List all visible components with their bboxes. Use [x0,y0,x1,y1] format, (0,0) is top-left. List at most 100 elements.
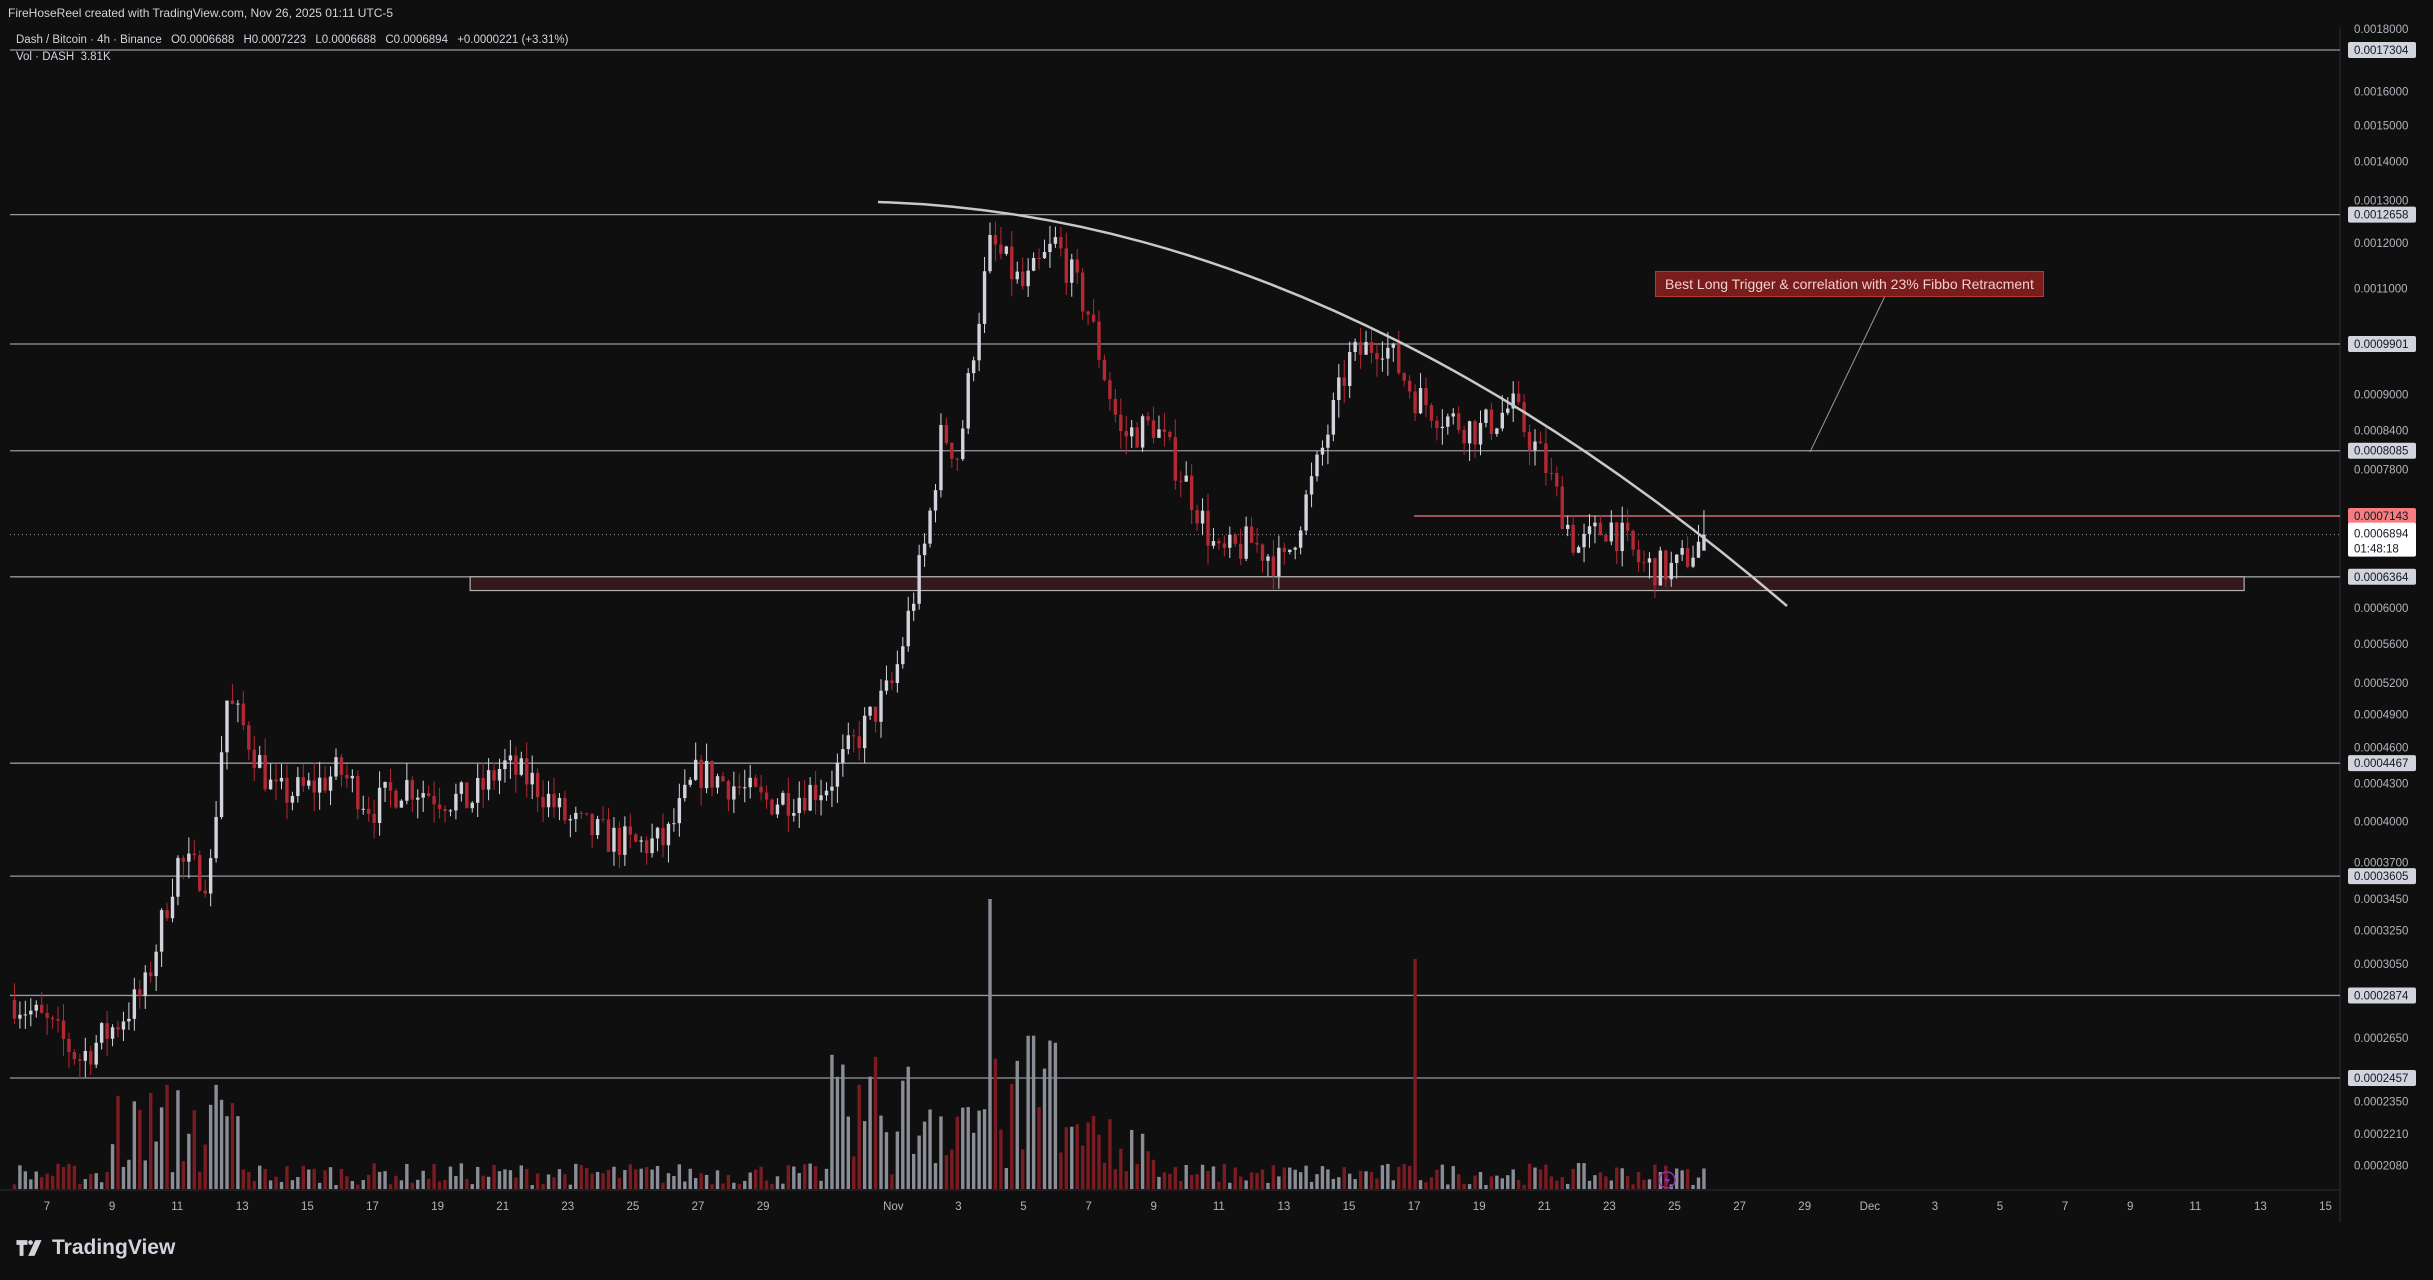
candle-body[interactable] [1527,431,1532,451]
candle-body[interactable] [1435,420,1439,429]
candle-body[interactable] [732,786,736,800]
candle-body[interactable] [726,781,731,800]
candle-body[interactable] [274,779,278,782]
candle-body[interactable] [1217,541,1221,544]
candle-body[interactable] [699,759,703,789]
candle-body[interactable] [1331,400,1336,435]
candle-body[interactable] [1031,258,1036,271]
candle-body[interactable] [1195,510,1199,524]
candle-body[interactable] [541,796,545,808]
level-price-tag[interactable]: 0.0004467 [2354,758,2408,770]
candle-body[interactable] [497,768,502,781]
candle-body[interactable] [1059,237,1063,249]
candle-body[interactable] [1108,380,1112,399]
candle-body[interactable] [29,1010,33,1015]
candle-body[interactable] [1555,473,1559,487]
candle-body[interactable] [61,1020,66,1039]
candle-body[interactable] [819,795,823,801]
candle-body[interactable] [1407,380,1412,392]
candle-body[interactable] [18,1014,22,1019]
candle-body[interactable] [1533,441,1537,451]
candle-body[interactable] [1113,398,1118,415]
candle-body[interactable] [862,715,867,749]
candle-body[interactable] [852,735,856,737]
candle-body[interactable] [1249,526,1254,543]
candle-body[interactable] [917,555,921,604]
candle-body[interactable] [388,782,393,791]
candle-body[interactable] [841,749,845,763]
candle-body[interactable] [301,777,305,786]
candle-body[interactable] [416,797,420,800]
candle-body[interactable] [764,792,769,800]
candle-body[interactable] [1457,413,1461,430]
candle-body[interactable] [639,840,643,842]
candle-body[interactable] [650,838,654,854]
candle-body[interactable] [448,810,453,812]
candle-body[interactable] [1691,557,1695,567]
candle-body[interactable] [1571,524,1575,553]
candle-body[interactable] [606,819,611,852]
candle-body[interactable] [1675,554,1679,563]
candle-body[interactable] [23,1014,28,1016]
candle-body[interactable] [214,817,218,859]
candle-body[interactable] [1446,416,1450,427]
candle-body[interactable] [339,757,344,775]
candle-body[interactable] [377,787,382,823]
tradingview-logo[interactable]: TradingView [12,1236,175,1260]
candle-body[interactable] [1386,347,1390,359]
candle-body[interactable] [1315,454,1319,477]
candle-body[interactable] [1337,377,1341,401]
candle-body[interactable] [1511,393,1515,409]
symbol-name[interactable]: Dash / Bitcoin · 4h · Binance [16,34,162,46]
candle-body[interactable] [868,706,872,716]
level-price-tag[interactable]: 0.0002457 [2354,1073,2408,1085]
candle-body[interactable] [1288,549,1292,553]
candle-body[interactable] [585,813,589,815]
candle-body[interactable] [143,972,147,996]
candle-body[interactable] [950,443,954,459]
candle-body[interactable] [50,1017,55,1020]
candle-body[interactable] [988,235,992,272]
candle-body[interactable] [644,840,649,854]
level-price-tag[interactable]: 0.0008085 [2354,446,2408,458]
candle-body[interactable] [901,646,905,665]
candle-body[interactable] [1467,421,1472,444]
candle-body[interactable] [1211,541,1216,546]
candle-body[interactable] [1664,550,1668,580]
candle-body[interactable] [1669,562,1673,580]
candle-body[interactable] [579,812,583,814]
candle-body[interactable] [198,855,202,891]
candle-body[interactable] [803,797,807,811]
candle-body[interactable] [797,797,801,814]
candle-body[interactable] [1582,533,1586,548]
candle-body[interactable] [775,804,780,815]
candle-body[interactable] [1162,429,1167,432]
level-price-tag[interactable]: 0.0003605 [2354,871,2408,883]
candle-body[interactable] [1375,352,1379,360]
candle-body[interactable] [1070,259,1074,283]
candle-body[interactable] [808,784,812,811]
candle-body[interactable] [426,793,431,797]
candle-body[interactable] [601,819,605,821]
candle-body[interactable] [12,999,17,1019]
candle-body[interactable] [1097,321,1101,360]
candle-body[interactable] [78,1059,82,1061]
candle-body[interactable] [715,776,720,788]
candle-body[interactable] [759,786,763,793]
candle-body[interactable] [688,779,692,785]
candle-body[interactable] [1037,258,1041,260]
candle-body[interactable] [476,778,480,803]
candle-body[interactable] [356,775,360,810]
candle-body[interactable] [1239,543,1243,559]
candle-body[interactable] [612,827,616,852]
candle-body[interactable] [285,777,289,803]
candle-body[interactable] [1402,373,1406,381]
candle-body[interactable] [1184,475,1188,482]
candle-body[interactable] [45,1012,49,1018]
candle-body[interactable] [1566,524,1570,529]
candle-body[interactable] [99,1023,104,1043]
candle-body[interactable] [1522,402,1526,432]
candle-body[interactable] [421,793,425,798]
candle-body[interactable] [317,777,322,793]
candle-body[interactable] [1418,388,1423,414]
